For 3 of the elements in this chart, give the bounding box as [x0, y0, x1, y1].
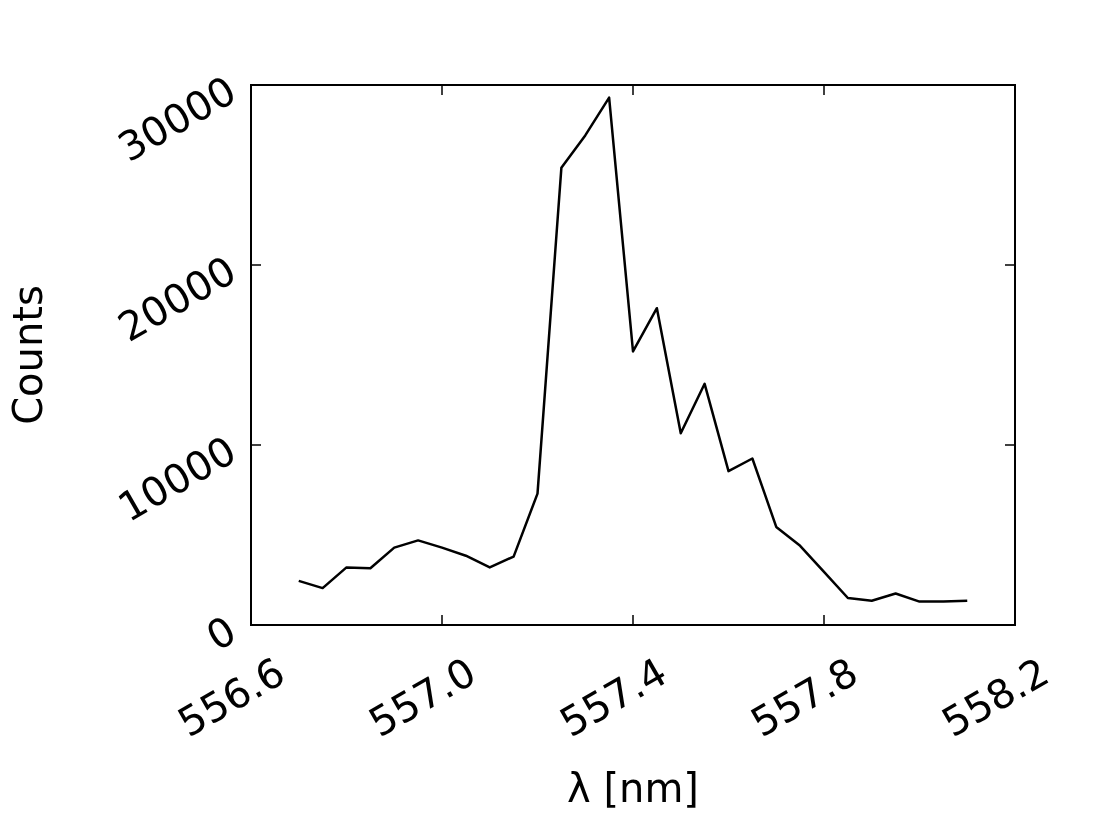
- x-axis-title: λ [nm]: [567, 765, 699, 811]
- y-tick-label: 0: [198, 606, 244, 660]
- y-axis-title: Counts: [5, 285, 52, 425]
